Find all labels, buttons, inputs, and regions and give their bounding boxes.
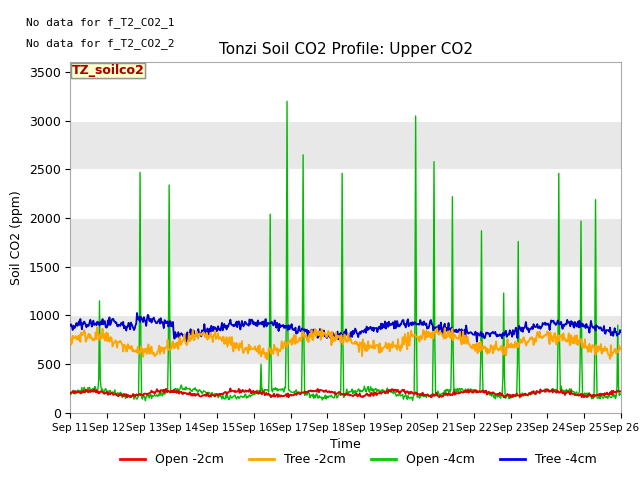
Legend:  [71, 63, 145, 78]
X-axis label: Time: Time [330, 438, 361, 451]
Text: No data for f_T2_CO2_2: No data for f_T2_CO2_2 [26, 38, 175, 49]
Bar [70, 218, 621, 267]
Bar [70, 315, 621, 364]
Bar [70, 121, 621, 169]
Y-axis label: Soil CO2 (ppm): Soil CO2 (ppm) [10, 190, 23, 285]
Title: Tonzi Soil CO2 Profile: Upper CO2: Tonzi Soil CO2 Profile: Upper CO2 [219, 42, 472, 57]
Text: No data for f_T2_CO2_1: No data for f_T2_CO2_1 [26, 17, 175, 28]
Legend: Open -2cm, Tree -2cm, Open -4cm, Tree -4cm: Open -2cm, Tree -2cm, Open -4cm, Tree -4… [115, 448, 602, 471]
